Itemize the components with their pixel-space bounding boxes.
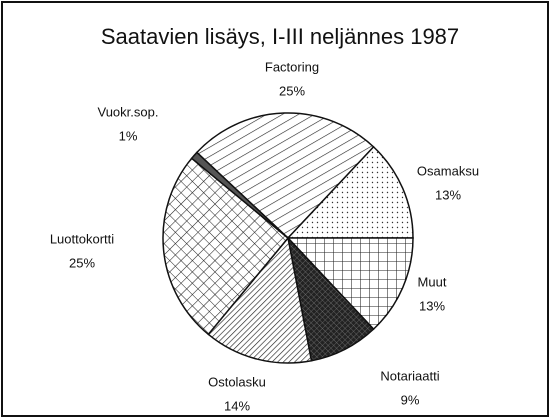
slice-value-label: 25% <box>279 83 305 98</box>
slice-value-label: 9% <box>401 392 420 407</box>
pie-slice <box>207 236 313 364</box>
pie-slice <box>190 151 289 239</box>
slice-label: Notariaatti <box>380 368 439 383</box>
pie-slice <box>162 157 290 336</box>
chart-title: Saatavien lisäys, I-III neljännes 1987 <box>101 24 459 49</box>
slice-value-label: 25% <box>69 255 95 270</box>
slice-label: Factoring <box>265 59 319 74</box>
slice-label: Ostolasku <box>208 374 266 389</box>
slice-label: Osamaksu <box>417 163 479 178</box>
pie-slice <box>286 237 414 331</box>
pie-slice <box>195 112 375 240</box>
slice-label: Muut <box>418 274 447 289</box>
slice-value-label: 14% <box>224 398 250 413</box>
slice-value-label: 13% <box>435 187 461 202</box>
slice-label: Luottokortti <box>50 231 114 246</box>
slice-value-label: 1% <box>119 128 138 143</box>
slice-value-label: 13% <box>419 298 445 313</box>
slice-label: Vuokr.sop. <box>98 104 159 119</box>
pie-slice <box>286 145 414 239</box>
